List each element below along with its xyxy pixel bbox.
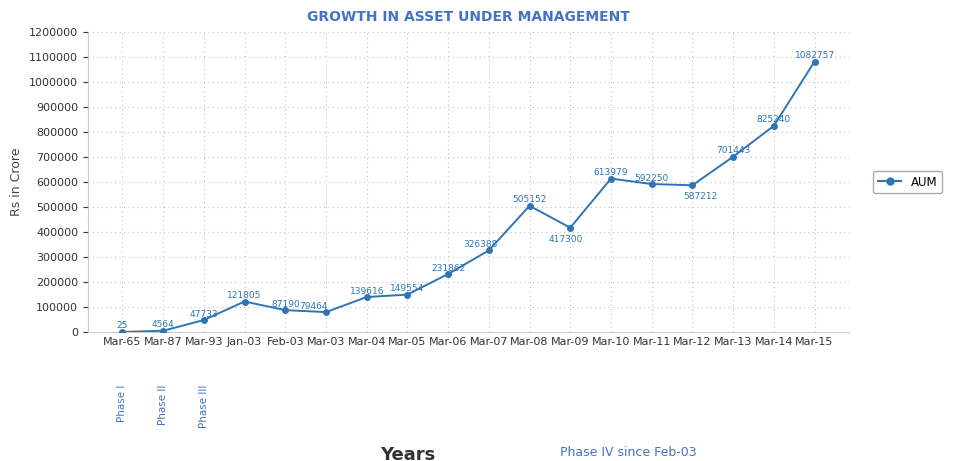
AUM bbox=[809, 59, 821, 65]
Title: GROWTH IN ASSET UNDER MANAGEMENT: GROWTH IN ASSET UNDER MANAGEMENT bbox=[307, 10, 630, 24]
AUM bbox=[116, 329, 128, 335]
Y-axis label: Rs in Crore: Rs in Crore bbox=[11, 148, 23, 216]
Text: 139616: 139616 bbox=[349, 287, 384, 296]
Text: 613979: 613979 bbox=[593, 168, 629, 177]
Text: 1082757: 1082757 bbox=[794, 51, 834, 60]
AUM bbox=[442, 271, 454, 277]
Text: 825240: 825240 bbox=[756, 115, 791, 124]
AUM bbox=[605, 176, 617, 181]
Text: 587212: 587212 bbox=[683, 192, 717, 201]
Text: 417300: 417300 bbox=[549, 235, 584, 244]
Text: Years: Years bbox=[380, 446, 435, 461]
AUM bbox=[686, 183, 698, 188]
AUM bbox=[320, 309, 332, 315]
AUM bbox=[361, 294, 373, 300]
Text: 25: 25 bbox=[117, 321, 128, 331]
AUM bbox=[157, 328, 169, 334]
AUM bbox=[524, 203, 536, 208]
AUM bbox=[198, 317, 210, 323]
Text: 79464: 79464 bbox=[300, 301, 328, 311]
Text: Phase I: Phase I bbox=[117, 384, 128, 422]
Text: Phase II: Phase II bbox=[158, 384, 168, 425]
AUM bbox=[646, 181, 658, 187]
Text: 231862: 231862 bbox=[431, 264, 466, 272]
Text: 505152: 505152 bbox=[512, 195, 547, 204]
Text: Phase IV since Feb-03: Phase IV since Feb-03 bbox=[560, 446, 697, 459]
AUM bbox=[768, 123, 780, 129]
Legend: AUM: AUM bbox=[874, 171, 942, 193]
AUM bbox=[239, 299, 251, 304]
AUM bbox=[279, 307, 291, 313]
Text: 592250: 592250 bbox=[634, 173, 669, 183]
Text: 149554: 149554 bbox=[390, 284, 425, 293]
Text: 47733: 47733 bbox=[189, 309, 219, 319]
Text: Phase III: Phase III bbox=[199, 384, 209, 428]
Text: 326388: 326388 bbox=[464, 240, 498, 249]
AUM bbox=[727, 154, 739, 160]
AUM bbox=[401, 292, 413, 297]
Text: 701443: 701443 bbox=[716, 146, 751, 155]
AUM bbox=[483, 248, 495, 253]
Text: 87190: 87190 bbox=[271, 300, 300, 309]
Text: 4564: 4564 bbox=[152, 320, 175, 329]
Text: 121805: 121805 bbox=[227, 291, 262, 300]
AUM bbox=[564, 225, 576, 230]
Line: AUM: AUM bbox=[120, 59, 817, 335]
